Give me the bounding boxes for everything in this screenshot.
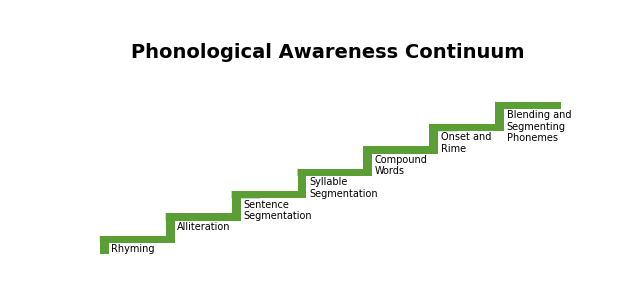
Text: Sentence
Segmentation: Sentence Segmentation [243,199,312,221]
Bar [298,169,307,198]
Bar [429,124,438,154]
Polygon shape [495,102,524,109]
Text: Compound
Words: Compound Words [375,155,428,176]
Bar [232,191,298,198]
Text: Alliteration: Alliteration [177,222,230,232]
Bar [166,213,232,221]
Text: Blending and
Segmenting
Phonemes: Blending and Segmenting Phonemes [507,110,571,143]
Bar [495,102,504,131]
Text: Rhyming: Rhyming [111,244,155,254]
Bar [364,146,429,154]
Polygon shape [100,236,129,243]
Polygon shape [166,213,195,221]
Bar [232,191,241,221]
Bar [495,102,561,109]
Polygon shape [364,146,392,154]
Bar [364,146,372,176]
Text: Onset and
Rime: Onset and Rime [441,132,491,154]
Text: Phonological Awareness Continuum: Phonological Awareness Continuum [131,43,525,62]
Bar [100,236,166,243]
Bar [166,213,175,243]
Bar [429,124,495,131]
Polygon shape [232,191,260,198]
Bar [100,236,109,254]
Polygon shape [429,124,458,131]
Text: Syllable
Segmentation: Syllable Segmentation [309,177,378,199]
Polygon shape [298,169,326,176]
Bar [298,169,364,176]
